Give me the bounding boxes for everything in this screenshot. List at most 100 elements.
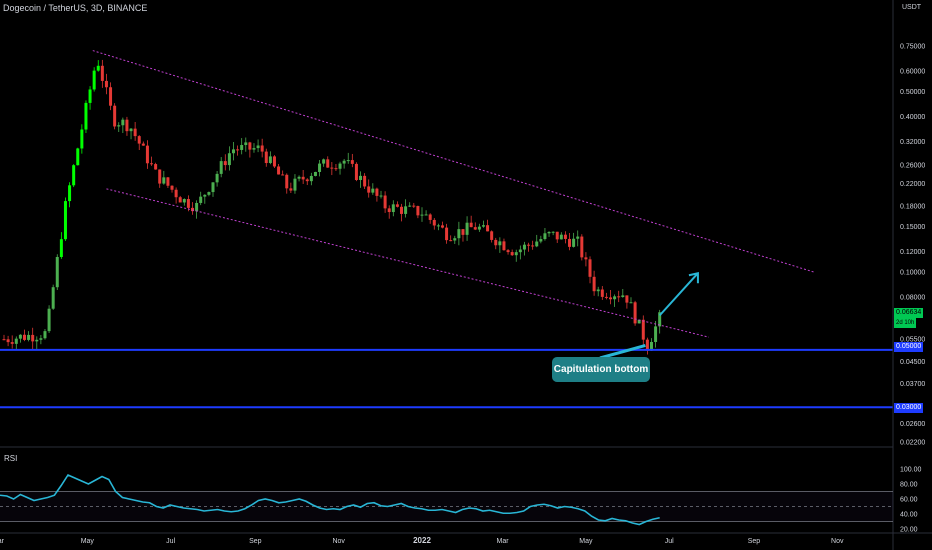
candle-body [350,160,354,164]
candle-body [354,163,358,181]
candle-body [461,229,465,235]
candle-body [227,153,231,166]
candle-body [260,145,264,152]
candle-body [264,151,268,164]
candle-body [100,65,104,81]
candle-body [506,250,510,253]
candle-body [338,163,342,169]
time-tick: Sep [249,538,262,545]
candle-body [240,145,244,150]
candle-body [313,171,317,176]
candle-body [2,339,6,341]
candle-body [654,326,658,342]
projection-arrow [658,272,699,317]
candle-body [580,236,584,258]
candle-body [309,175,313,182]
candle-body [113,105,117,127]
candle-body [281,174,285,176]
candle-body [199,196,203,203]
rsi-tick: 40.00 [900,512,918,519]
candle-body [154,164,158,170]
price-tick: 0.05500 [900,337,925,344]
time-tick: May [81,538,95,545]
candle-body [600,289,604,297]
price-tick: 0.02200 [900,440,925,447]
candle-body [547,231,551,234]
candle-body [613,296,617,300]
candle-body [498,241,502,246]
candle-body [133,128,137,137]
candle-body [182,199,186,203]
price-tick: 0.22000 [900,181,925,188]
candle-body [559,234,563,240]
rsi-tick: 100.00 [900,467,922,474]
countdown-tag: 2d 10h [894,318,917,328]
price-axis: 0.75000 0.60000 0.50000 0.40000 0.32000 0.260… [892,0,925,550]
lower-channel-line [106,188,709,338]
candle-body [346,160,350,162]
support-tag-2: 0.03000 [894,403,924,413]
candle-body [334,168,338,170]
candle-body [453,238,457,241]
time-tick: ar [0,538,5,545]
candle-body [400,206,404,214]
candle-body [510,252,514,256]
time-tick: Nov [831,538,844,545]
time-tick: Mar [497,538,510,545]
time-tick: Jul [665,538,674,545]
candle-body [572,238,576,247]
candle-body [18,334,22,339]
candle-body [563,234,567,239]
rsi-label: RSI [4,454,18,463]
candle-body [596,289,600,292]
candle-body [387,208,391,213]
time-tick: Nov [332,538,345,545]
candle-body [518,249,522,253]
candle-body [223,161,227,166]
candle-body [43,331,47,339]
candle-body [535,241,539,247]
candle-body [207,192,211,195]
candle-body [649,341,653,351]
candle-body [22,334,26,340]
candle-body [379,195,383,197]
candle-body [404,206,408,214]
price-tick: 0.12000 [900,249,925,256]
candle-body [330,167,334,169]
candle-body [268,156,272,164]
candle-body [383,195,387,209]
candle-body [158,169,162,184]
candle-body [568,238,572,247]
candle-body [363,175,367,187]
candle-body [440,225,444,228]
candle-body [215,173,219,183]
chart-title: Dogecoin / TetherUS, 3D, BINANCE [3,3,148,13]
candle-body [473,227,477,230]
candle-body [494,239,498,246]
candle-body [59,239,63,257]
price-tick: 0.08000 [900,295,925,302]
price-tick: 0.18000 [900,204,925,211]
candle-body [412,205,416,207]
candle-body [457,229,461,239]
candle-body [301,176,305,180]
candle-body [318,163,322,172]
capitulation-callout: Capitulation bottom [552,357,650,382]
candle-body [178,197,182,203]
candle-body [658,312,662,327]
candle-body [420,214,424,216]
candle-body [367,186,371,193]
candle-body [625,295,629,303]
candle-body [236,149,240,151]
candle-body [6,339,10,343]
candle-body [174,189,178,198]
price-tick: 0.32000 [900,139,925,146]
candle-body [289,188,293,191]
time-axis: ar May Jul Sep Nov 2022 Mar May Jul Sep Nov [0,532,932,545]
candle-body [477,226,481,230]
candle-body [63,201,67,240]
candle-body [47,308,51,332]
candlestick-series [2,59,662,355]
price-tick: 0.03700 [900,381,925,388]
